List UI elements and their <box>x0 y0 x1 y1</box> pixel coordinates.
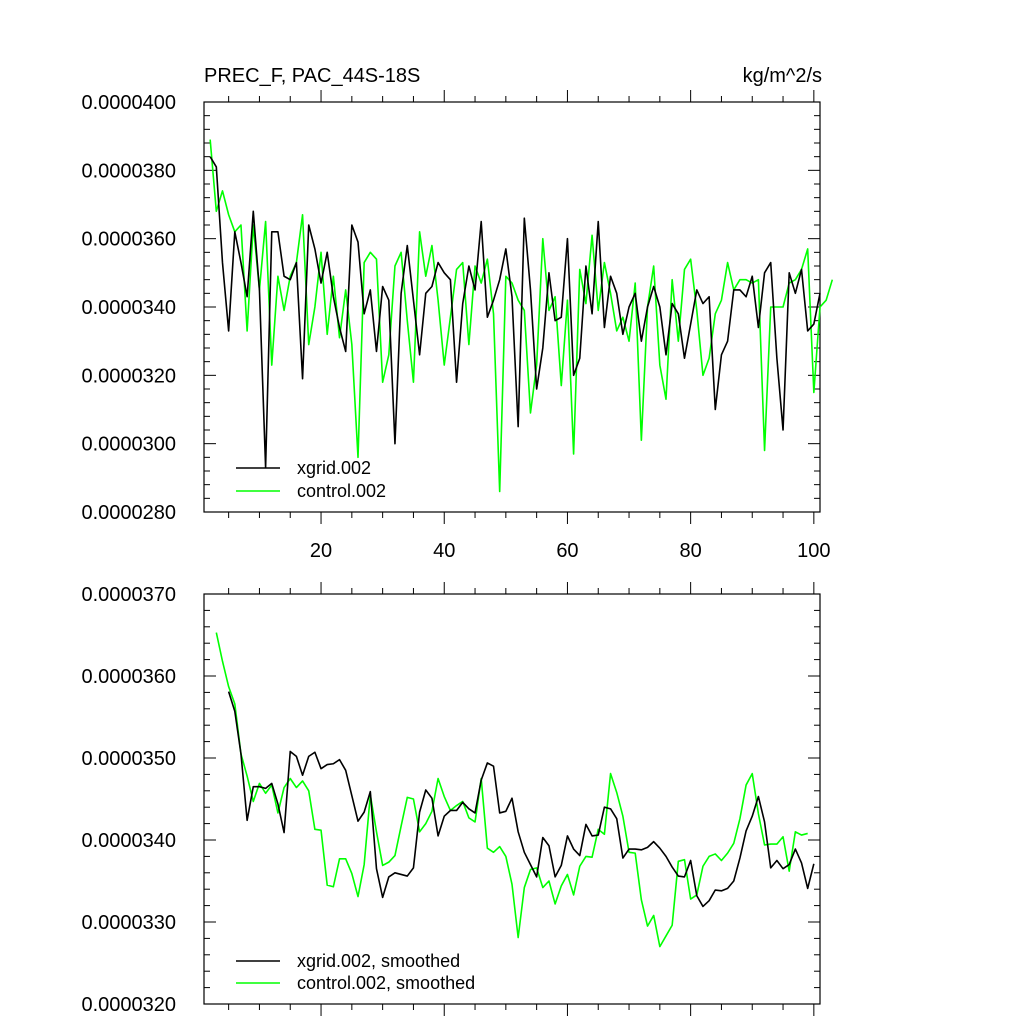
x-tick-label: 40 <box>433 540 455 562</box>
y-tick-label: 0.0000350 <box>81 748 176 770</box>
y-tick-label: 0.0000400 <box>81 92 176 114</box>
x-tick-label: 20 <box>310 540 332 562</box>
bottom-axis-ticks: 0.0000320 0.0000330 0.0000340 0.0000350 0.00… <box>81 582 820 1016</box>
y-tick-label: 0.0000320 <box>81 365 176 387</box>
y-tick-label: 0.0000340 <box>81 297 176 319</box>
top-panel: PREC_F, PAC_44S-18S kg/m^2/s 0.00002800.… <box>81 65 834 562</box>
y-tick-label: 0.0000360 <box>81 666 176 688</box>
bottom-plot-frame <box>203 593 821 1005</box>
y-tick-label: 0.0000340 <box>81 830 176 852</box>
y-tick-label: 0.0000320 <box>81 994 176 1016</box>
legend-label-xgrid-smoothed: xgrid.002, smoothed <box>297 951 460 971</box>
x-tick-label: 60 <box>556 540 578 562</box>
y-tick-label: 0.0000280 <box>81 502 176 524</box>
bottom-panel: 0.0000320 0.0000330 0.0000340 0.0000350 0.00… <box>81 582 821 1016</box>
top-panel-units: kg/m^2/s <box>743 65 822 87</box>
legend-label-control-smoothed: control.002, smoothed <box>297 973 475 993</box>
y-tick-label: 0.0000330 <box>81 912 176 934</box>
top-axis-ticks: 0.0000280 0.0000300 0.0000320 0.0000340 0.00… <box>81 90 831 562</box>
bottom-legend: xgrid.002, smoothed control.002, smoothe… <box>236 951 475 993</box>
x-tick-label: 100 <box>797 540 830 562</box>
series-line-control-002-smoothed <box>215 632 808 948</box>
y-tick-label: 0.0000300 <box>81 434 176 456</box>
top-panel-title: PREC_F, PAC_44S-18S <box>204 65 420 87</box>
top-legend: xgrid.002 control.002 <box>236 458 386 501</box>
series-line-xgrid-002-smoothed <box>227 691 815 908</box>
bottom-series-group <box>215 632 815 948</box>
y-tick-label: 0.0000360 <box>81 229 176 251</box>
legend-label-control: control.002 <box>297 481 386 501</box>
series-line-xgrid-002 <box>209 156 821 469</box>
legend-label-xgrid: xgrid.002 <box>297 458 371 478</box>
top-series-group <box>209 139 834 493</box>
y-tick-label: 0.0000380 <box>81 160 176 182</box>
y-tick-label: 0.0000370 <box>81 584 176 606</box>
x-tick-label: 80 <box>680 540 702 562</box>
